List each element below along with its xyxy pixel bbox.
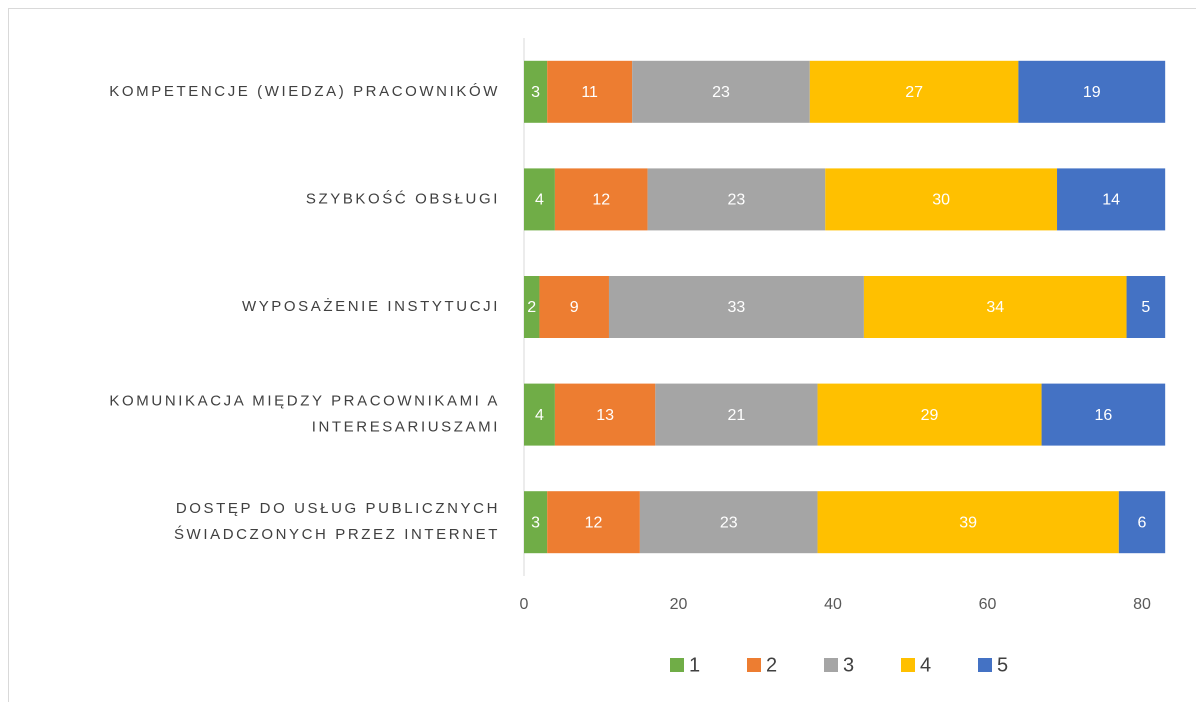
x-tick-label: 20	[670, 596, 688, 613]
category-label-line: KOMUNIKACJA MIĘDZY PRACOWNIKAMI A	[109, 393, 500, 410]
data-label: 23	[728, 192, 746, 209]
legend-label: 1	[689, 654, 700, 676]
data-label: 21	[728, 407, 746, 424]
category-label: SZYBKOŚĆ OBSŁUGI	[306, 189, 500, 207]
data-label: 12	[585, 514, 603, 531]
legend-swatch	[978, 658, 992, 672]
x-tick-label: 60	[979, 596, 997, 613]
bar-segment	[817, 383, 1042, 446]
bar-segment	[825, 168, 1058, 231]
bar-segment	[1018, 60, 1166, 123]
legend-label: 2	[766, 654, 777, 676]
bar-segment	[1126, 276, 1166, 338]
legend-swatch	[747, 658, 761, 672]
legend-swatch	[901, 658, 915, 672]
category-label-line: SZYBKOŚĆ OBSŁUGI	[306, 189, 500, 207]
data-label: 19	[1083, 84, 1101, 101]
data-label: 39	[959, 514, 977, 531]
bar-segment	[524, 168, 555, 231]
bar-segment	[639, 491, 818, 554]
category-label: KOMUNIKACJA MIĘDZY PRACOWNIKAMI A INTERES…	[109, 393, 500, 436]
bar-segment	[554, 168, 648, 231]
bar-segment	[539, 276, 609, 338]
data-label: 6	[1138, 514, 1147, 531]
data-label: 13	[596, 407, 614, 424]
category-label-line: DOSTĘP DO USŁUG PUBLICZNYCH	[176, 500, 500, 517]
data-label: 34	[986, 299, 1004, 316]
category-label: WYPOSAŻENIE INSTYTUCJI	[242, 297, 500, 315]
data-label: 33	[728, 299, 746, 316]
bar-segment	[608, 276, 864, 338]
bar-segment	[809, 60, 1019, 123]
bar-segment	[524, 491, 548, 554]
data-label: 23	[720, 514, 738, 531]
bar-segment	[554, 383, 656, 446]
bar-segment	[524, 60, 548, 123]
x-tick-label: 80	[1133, 596, 1151, 613]
bar-segment	[1118, 491, 1166, 554]
bar-segment	[1041, 383, 1166, 446]
data-label: 4	[535, 192, 544, 209]
data-label: 5	[1141, 299, 1150, 316]
data-label: 12	[592, 192, 610, 209]
legend-label: 4	[920, 654, 931, 676]
bar-segment	[647, 168, 826, 231]
bar-segment	[817, 491, 1119, 554]
data-label: 2	[527, 299, 536, 316]
data-label: 27	[905, 84, 923, 101]
bar-segment	[547, 60, 633, 123]
data-label: 3	[531, 514, 540, 531]
bar-segment	[655, 383, 818, 446]
legend-swatch	[824, 658, 838, 672]
data-label: 14	[1102, 192, 1120, 209]
category-label-line: WYPOSAŻENIE INSTYTUCJI	[242, 297, 500, 315]
data-label: 4	[535, 407, 544, 424]
bar-segment	[632, 60, 810, 123]
data-label: 16	[1094, 407, 1112, 424]
data-label: 11	[581, 84, 598, 101]
legend-label: 5	[997, 654, 1008, 676]
category-label: KOMPETENCJE (WIEDZA) PRACOWNIKÓW	[109, 83, 500, 100]
x-tick-label: 40	[824, 596, 842, 613]
category-label-line: KOMPETENCJE (WIEDZA) PRACOWNIKÓW	[109, 83, 500, 100]
bar-segment	[524, 276, 540, 338]
data-label: 3	[531, 84, 540, 101]
data-label: 23	[712, 84, 730, 101]
data-label: 29	[921, 407, 939, 424]
category-label-line: INTERESARIUSZAMI	[312, 419, 500, 436]
category-label: DOSTĘP DO USŁUG PUBLICZNYCH ŚWIADCZONYCH …	[174, 500, 500, 543]
x-tick-label: 0	[520, 596, 529, 613]
category-label-line: ŚWIADCZONYCH PRZEZ INTERNET	[174, 525, 500, 543]
legend-swatch	[670, 658, 684, 672]
bar-segment	[524, 383, 555, 446]
data-label: 9	[570, 299, 579, 316]
bar-segment	[547, 491, 640, 554]
legend-label: 3	[843, 654, 854, 676]
bar-segment	[1057, 168, 1166, 231]
bar-segment	[863, 276, 1127, 338]
data-label: 30	[932, 192, 950, 209]
